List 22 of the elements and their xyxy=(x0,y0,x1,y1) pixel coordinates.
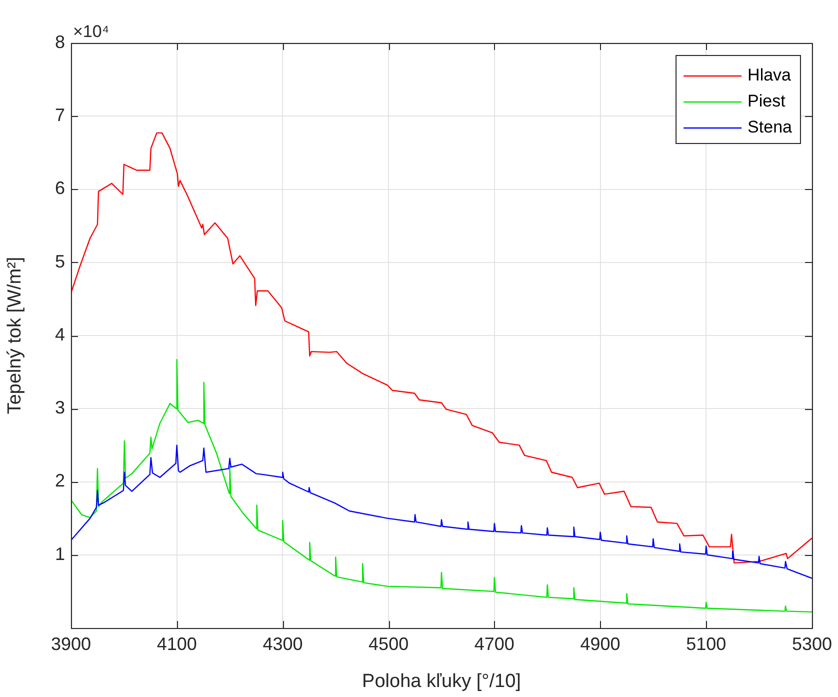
legend-label: Piest xyxy=(748,92,786,111)
y-tick-label: 4 xyxy=(54,324,65,344)
x-tick-label: 4500 xyxy=(368,634,409,654)
x-tick-label: 3900 xyxy=(50,634,92,654)
x-tick-label: 5100 xyxy=(686,634,726,654)
y-tick-label: 6 xyxy=(54,178,65,198)
x-tick-label: 4100 xyxy=(156,634,197,654)
y-tick-label: 7 xyxy=(54,105,65,126)
y-tick-label: 3 xyxy=(54,398,65,418)
legend-label: Hlava xyxy=(748,66,792,85)
y-tick-label: 2 xyxy=(54,470,65,491)
y-tick-label: 1 xyxy=(54,544,65,564)
y-tick-label: 5 xyxy=(54,251,65,272)
y-tick-label: 8 xyxy=(54,32,65,52)
text: ×10⁴ xyxy=(73,22,110,42)
x-axis-title: Poloha kľuky [°/10] xyxy=(362,670,521,692)
y-axis-title: Tepelný tok [W/m²] xyxy=(4,256,26,414)
x-tick-label: 4700 xyxy=(474,634,514,654)
x-tick-label: 4300 xyxy=(262,634,303,654)
x-tick-label: 4900 xyxy=(580,634,620,654)
x-tick-label: 5300 xyxy=(792,634,832,654)
legend-label: Stena xyxy=(748,118,793,137)
